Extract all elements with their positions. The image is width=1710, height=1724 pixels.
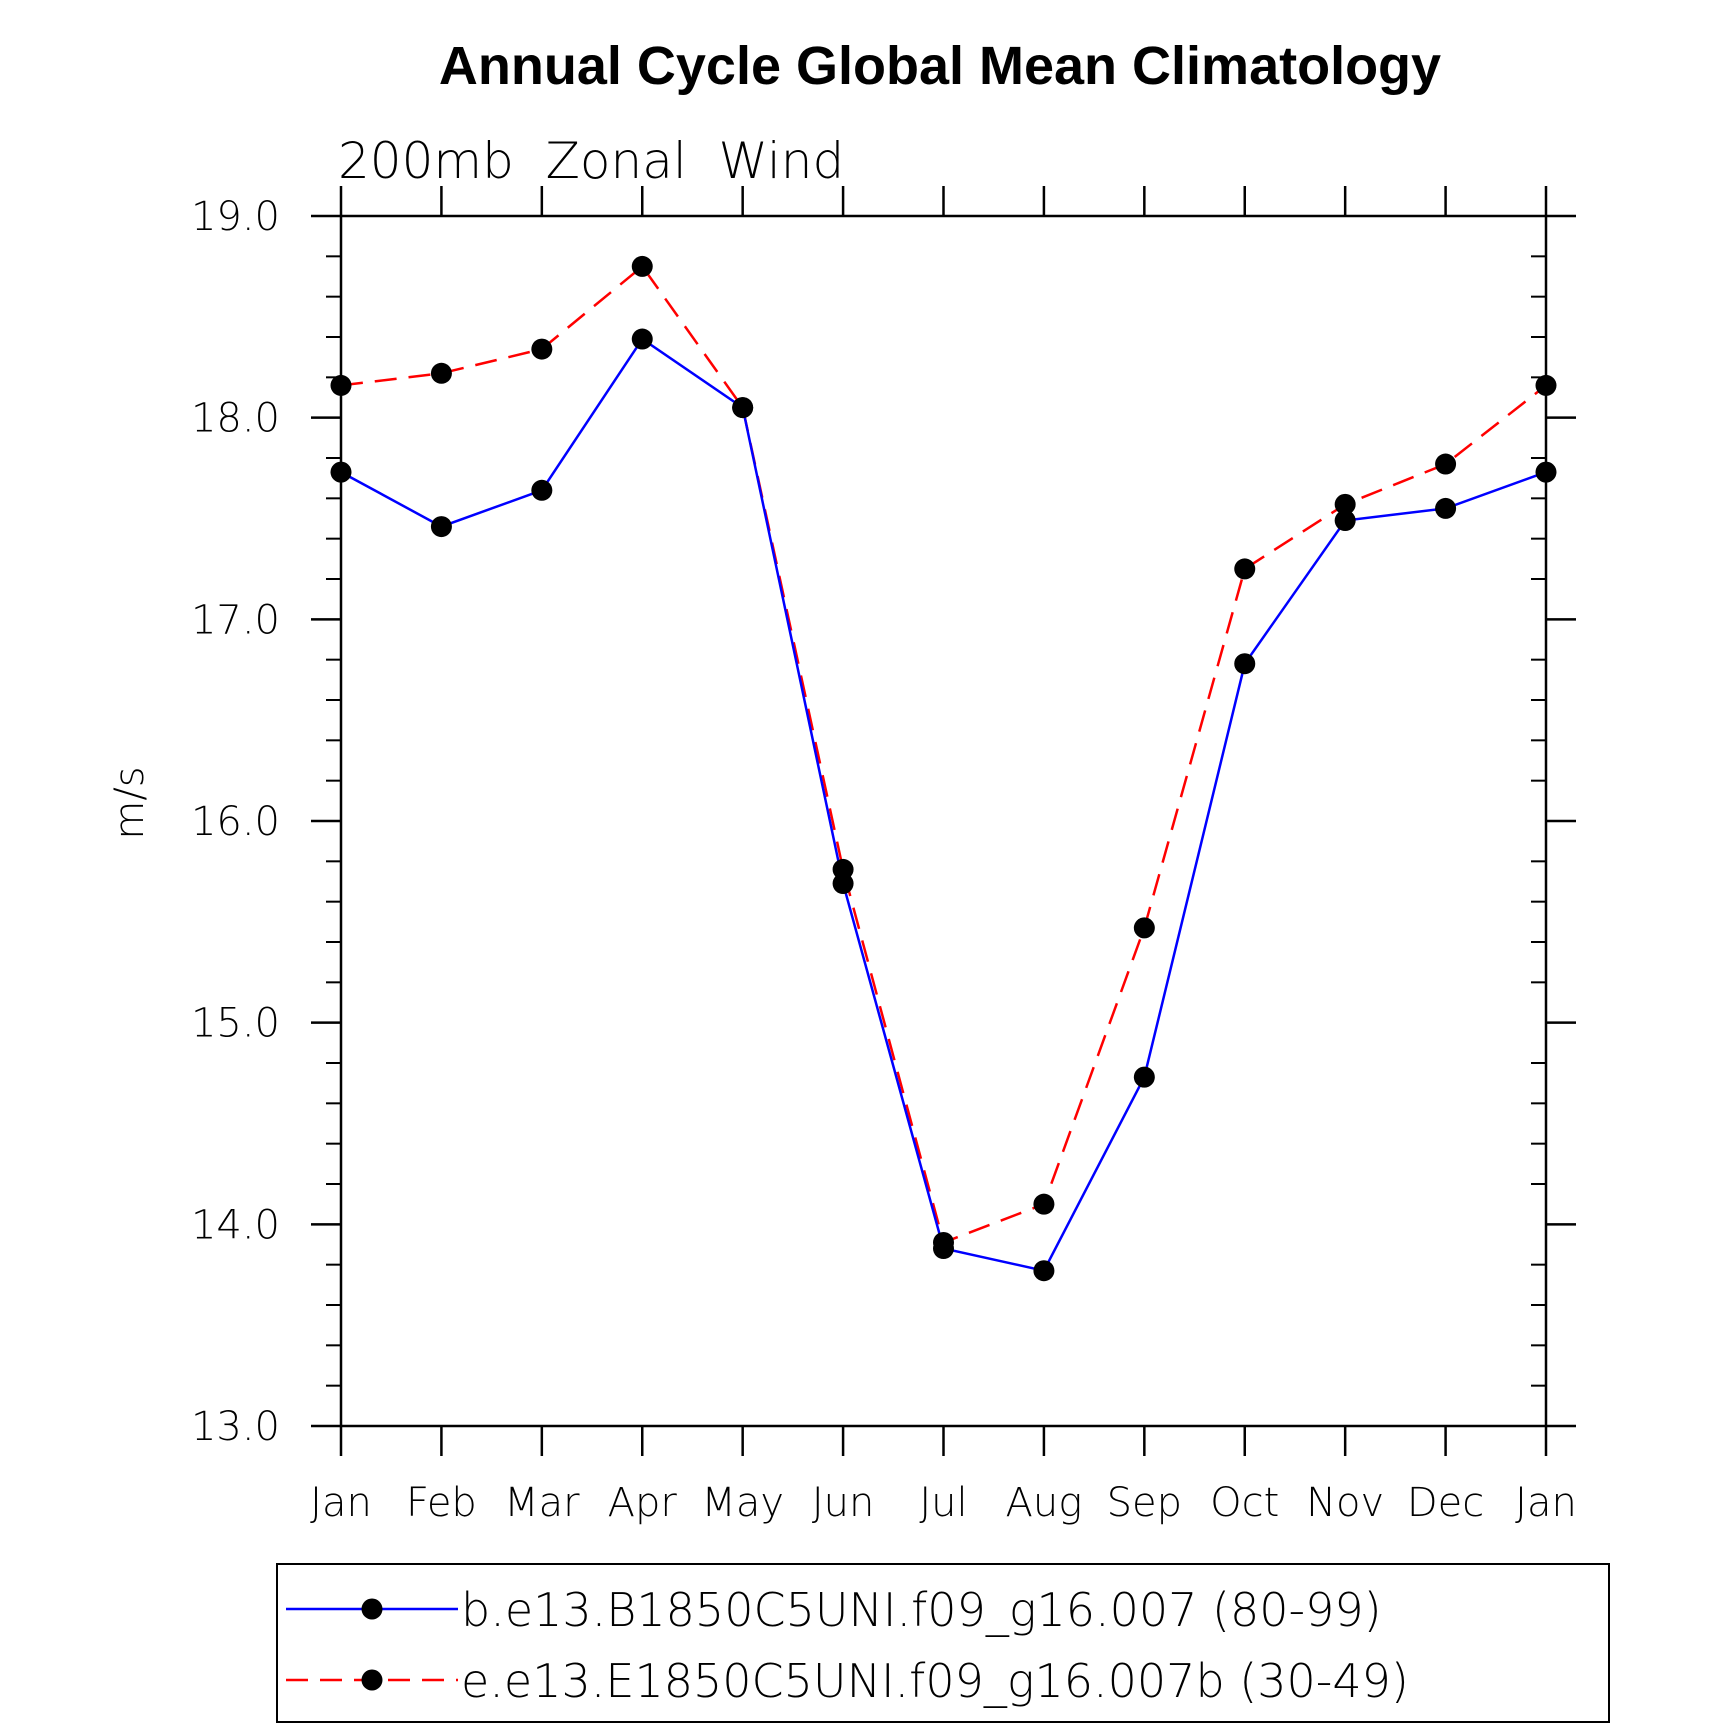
series-1-point [1133, 1066, 1155, 1088]
x-tick-label: Jul [919, 1480, 967, 1526]
legend-label-2: e.e13.E1850C5UNI.f09_g16.007b (30-49) [461, 1654, 1409, 1708]
x-tick-label: Oct [1210, 1480, 1279, 1526]
axis-ticks: Jan Feb Mar Apr May Jun Jul Aug Sep Oct Nov Dec Jan 1… [191, 186, 1577, 1526]
legend: b.e13.B1850C5UNI.f09_g16.007 (80-99) e.e1… [276, 1563, 1610, 1723]
series-2-point [1435, 453, 1457, 475]
y-tick-label: 16.0 [191, 799, 280, 845]
legend-marker-1 [361, 1598, 383, 1620]
series-2-point [531, 338, 553, 360]
chart-title: Annual Cycle Global Mean Climatology [439, 36, 1441, 96]
series-2-point [1234, 558, 1256, 580]
series-2-point [933, 1231, 954, 1253]
x-tick-label: Apr [608, 1480, 678, 1526]
series-layer [330, 255, 1557, 1282]
legend-marker-2 [361, 1669, 383, 1691]
series-1-point [1535, 461, 1557, 483]
x-tick-label: Jan [310, 1480, 372, 1526]
series-1-point [1033, 1260, 1055, 1282]
y-tick-label: 13.0 [191, 1404, 280, 1450]
chart-subtitle: 200mb Zonal Wind [338, 132, 844, 190]
series-2-point [1033, 1193, 1055, 1215]
y-axis-label: m/s [107, 766, 153, 839]
series-2-point [1535, 374, 1557, 396]
series-2-point [1133, 917, 1155, 939]
series-1-point [1435, 497, 1457, 519]
x-tick-label: Jun [812, 1480, 875, 1526]
series-2-point [430, 362, 452, 384]
series-1-point [430, 516, 452, 538]
y-tick-label: 18.0 [191, 396, 280, 442]
x-tick-label: Nov [1306, 1480, 1384, 1526]
series-2-point [1334, 493, 1356, 515]
y-tick-label: 17.0 [191, 597, 280, 643]
legend-label-1: b.e13.B1850C5UNI.f09_g16.007 (80-99) [461, 1583, 1382, 1637]
x-tick-label: May [701, 1480, 784, 1526]
series-line-2 [340, 264, 1547, 1245]
legend-box [276, 1563, 1610, 1723]
y-tick-label: 15.0 [191, 1001, 280, 1047]
series-1-point [1334, 510, 1356, 532]
x-tick-label: Feb [406, 1480, 477, 1526]
x-tick-label: Jan [1515, 1480, 1577, 1526]
series-1-point [1234, 653, 1256, 675]
series-2-point [732, 397, 754, 419]
series-1-point [531, 479, 553, 501]
series-1-point [330, 461, 352, 483]
series-2-point [832, 858, 854, 880]
series-2-point [631, 255, 653, 277]
x-tick-label: Mar [504, 1480, 580, 1526]
x-tick-label: Sep [1107, 1480, 1182, 1526]
y-tick-label: 19.0 [191, 194, 280, 240]
series-2-point [330, 374, 352, 396]
series-line-1 [340, 337, 1547, 1273]
x-tick-label: Aug [1006, 1480, 1083, 1526]
series-1-point [631, 328, 653, 350]
y-tick-label: 14.0 [191, 1202, 280, 1248]
x-tick-label: Dec [1407, 1480, 1484, 1526]
